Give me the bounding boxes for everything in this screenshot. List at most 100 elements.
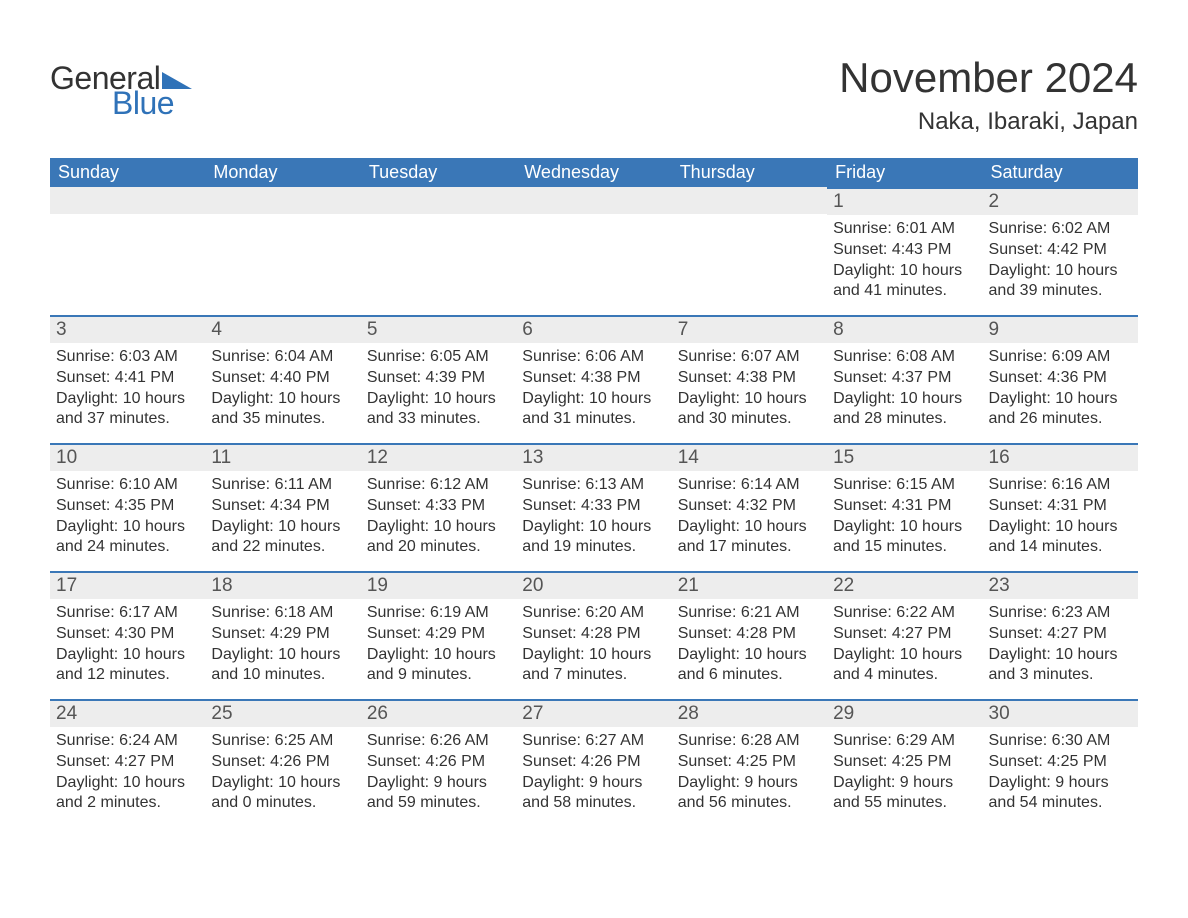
day-details: Sunrise: 6:04 AMSunset: 4:40 PMDaylight:… [205,343,360,434]
weekday-header: Monday [205,158,360,187]
sunrise-text: Sunrise: 6:21 AM [678,603,821,624]
sunset-text: Sunset: 4:33 PM [522,496,665,517]
sunset-text: Sunset: 4:25 PM [989,752,1132,773]
day-number: 11 [205,443,360,471]
daylight-text: Daylight: 10 hours and 19 minutes. [522,517,665,559]
day-number: 16 [983,443,1138,471]
weekday-header: Thursday [672,158,827,187]
calendar-day-cell [205,187,360,315]
sunrise-text: Sunrise: 6:07 AM [678,347,821,368]
day-number: 4 [205,315,360,343]
sunset-text: Sunset: 4:28 PM [678,624,821,645]
sunrise-text: Sunrise: 6:16 AM [989,475,1132,496]
day-number: 28 [672,699,827,727]
daylight-text: Daylight: 10 hours and 14 minutes. [989,517,1132,559]
daylight-text: Daylight: 10 hours and 3 minutes. [989,645,1132,687]
day-number: 8 [827,315,982,343]
sunset-text: Sunset: 4:41 PM [56,368,199,389]
calendar-week-row: 24Sunrise: 6:24 AMSunset: 4:27 PMDayligh… [50,699,1138,827]
day-number: 23 [983,571,1138,599]
day-details: Sunrise: 6:20 AMSunset: 4:28 PMDaylight:… [516,599,671,690]
daylight-text: Daylight: 9 hours and 58 minutes. [522,773,665,815]
daylight-text: Daylight: 9 hours and 56 minutes. [678,773,821,815]
sunset-text: Sunset: 4:28 PM [522,624,665,645]
sunrise-text: Sunrise: 6:25 AM [211,731,354,752]
day-details: Sunrise: 6:07 AMSunset: 4:38 PMDaylight:… [672,343,827,434]
calendar-day-cell: 1Sunrise: 6:01 AMSunset: 4:43 PMDaylight… [827,187,982,315]
calendar-day-cell: 9Sunrise: 6:09 AMSunset: 4:36 PMDaylight… [983,315,1138,443]
day-details: Sunrise: 6:29 AMSunset: 4:25 PMDaylight:… [827,727,982,818]
weekday-header: Sunday [50,158,205,187]
daylight-text: Daylight: 10 hours and 31 minutes. [522,389,665,431]
sunset-text: Sunset: 4:26 PM [522,752,665,773]
day-number: 27 [516,699,671,727]
logo-text-blue: Blue [112,85,174,122]
weekday-header: Saturday [983,158,1138,187]
calendar-day-cell: 13Sunrise: 6:13 AMSunset: 4:33 PMDayligh… [516,443,671,571]
day-number: 2 [983,187,1138,215]
day-details: Sunrise: 6:01 AMSunset: 4:43 PMDaylight:… [827,215,982,306]
sunrise-text: Sunrise: 6:18 AM [211,603,354,624]
day-details: Sunrise: 6:30 AMSunset: 4:25 PMDaylight:… [983,727,1138,818]
daylight-text: Daylight: 10 hours and 30 minutes. [678,389,821,431]
calendar-day-cell: 30Sunrise: 6:30 AMSunset: 4:25 PMDayligh… [983,699,1138,827]
title-block: November 2024 Naka, Ibaraki, Japan [839,30,1138,154]
sunrise-text: Sunrise: 6:09 AM [989,347,1132,368]
daylight-text: Daylight: 10 hours and 6 minutes. [678,645,821,687]
day-details: Sunrise: 6:17 AMSunset: 4:30 PMDaylight:… [50,599,205,690]
calendar-day-cell: 2Sunrise: 6:02 AMSunset: 4:42 PMDaylight… [983,187,1138,315]
daylight-text: Daylight: 10 hours and 41 minutes. [833,261,976,303]
day-number: 24 [50,699,205,727]
sunset-text: Sunset: 4:27 PM [833,624,976,645]
day-details: Sunrise: 6:15 AMSunset: 4:31 PMDaylight:… [827,471,982,562]
sunset-text: Sunset: 4:31 PM [833,496,976,517]
daylight-text: Daylight: 9 hours and 55 minutes. [833,773,976,815]
calendar-day-cell [516,187,671,315]
calendar-day-cell: 15Sunrise: 6:15 AMSunset: 4:31 PMDayligh… [827,443,982,571]
day-number: 29 [827,699,982,727]
sunrise-text: Sunrise: 6:02 AM [989,219,1132,240]
daylight-text: Daylight: 10 hours and 33 minutes. [367,389,510,431]
sunrise-text: Sunrise: 6:23 AM [989,603,1132,624]
sunset-text: Sunset: 4:39 PM [367,368,510,389]
day-details: Sunrise: 6:26 AMSunset: 4:26 PMDaylight:… [361,727,516,818]
empty-day-stripe [50,187,205,214]
calendar-day-cell: 5Sunrise: 6:05 AMSunset: 4:39 PMDaylight… [361,315,516,443]
day-details: Sunrise: 6:05 AMSunset: 4:39 PMDaylight:… [361,343,516,434]
day-number: 12 [361,443,516,471]
day-number: 26 [361,699,516,727]
sunrise-text: Sunrise: 6:13 AM [522,475,665,496]
sunset-text: Sunset: 4:40 PM [211,368,354,389]
sunrise-text: Sunrise: 6:10 AM [56,475,199,496]
day-details: Sunrise: 6:16 AMSunset: 4:31 PMDaylight:… [983,471,1138,562]
sunrise-text: Sunrise: 6:05 AM [367,347,510,368]
sunset-text: Sunset: 4:38 PM [678,368,821,389]
sunrise-text: Sunrise: 6:11 AM [211,475,354,496]
calendar-day-cell: 6Sunrise: 6:06 AMSunset: 4:38 PMDaylight… [516,315,671,443]
sunset-text: Sunset: 4:42 PM [989,240,1132,261]
sunset-text: Sunset: 4:29 PM [211,624,354,645]
day-details: Sunrise: 6:09 AMSunset: 4:36 PMDaylight:… [983,343,1138,434]
day-details: Sunrise: 6:13 AMSunset: 4:33 PMDaylight:… [516,471,671,562]
day-number: 10 [50,443,205,471]
calendar-day-cell: 25Sunrise: 6:25 AMSunset: 4:26 PMDayligh… [205,699,360,827]
calendar-day-cell: 3Sunrise: 6:03 AMSunset: 4:41 PMDaylight… [50,315,205,443]
day-number: 1 [827,187,982,215]
day-details: Sunrise: 6:22 AMSunset: 4:27 PMDaylight:… [827,599,982,690]
calendar-day-cell: 12Sunrise: 6:12 AMSunset: 4:33 PMDayligh… [361,443,516,571]
calendar-day-cell [361,187,516,315]
daylight-text: Daylight: 9 hours and 59 minutes. [367,773,510,815]
daylight-text: Daylight: 10 hours and 7 minutes. [522,645,665,687]
weekday-header: Wednesday [516,158,671,187]
day-number: 22 [827,571,982,599]
page-title: November 2024 [839,54,1138,102]
sunrise-text: Sunrise: 6:19 AM [367,603,510,624]
sunset-text: Sunset: 4:26 PM [367,752,510,773]
day-number: 20 [516,571,671,599]
calendar-day-cell: 14Sunrise: 6:14 AMSunset: 4:32 PMDayligh… [672,443,827,571]
weekday-header: Tuesday [361,158,516,187]
sunrise-text: Sunrise: 6:17 AM [56,603,199,624]
calendar-head: SundayMondayTuesdayWednesdayThursdayFrid… [50,158,1138,187]
daylight-text: Daylight: 10 hours and 24 minutes. [56,517,199,559]
sunrise-text: Sunrise: 6:01 AM [833,219,976,240]
